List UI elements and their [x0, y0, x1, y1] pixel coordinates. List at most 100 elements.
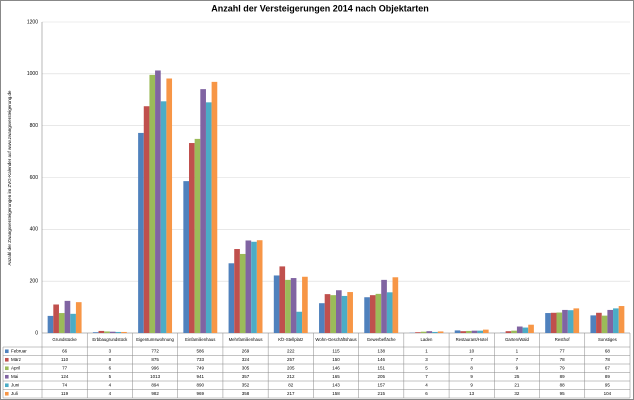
- bar: [92, 332, 99, 333]
- bar: [155, 70, 161, 333]
- bar: [211, 81, 218, 334]
- table-cell: 215: [377, 391, 385, 396]
- table-cell: 733: [197, 357, 205, 362]
- legend-swatch: [5, 357, 9, 362]
- table-cell: 222: [287, 348, 295, 353]
- bar: [545, 313, 551, 333]
- bar: [121, 331, 127, 333]
- table-cell: 124: [61, 374, 69, 379]
- table-cell: 143: [332, 382, 340, 387]
- bar: [228, 263, 235, 333]
- table-cell: 941: [197, 374, 205, 379]
- bar: [256, 240, 263, 333]
- bar: [138, 132, 144, 333]
- y-tick-label: 1200: [27, 19, 38, 25]
- bar: [205, 102, 212, 333]
- table-cell: 79: [560, 365, 566, 370]
- table-cell: 158: [332, 391, 340, 396]
- legend-swatch: [5, 391, 9, 396]
- bar: [200, 89, 206, 333]
- y-tick-label: 800: [30, 123, 39, 129]
- y-axis-label: Anzahl der Zwangsversteigerungen im ZVG-…: [7, 90, 12, 266]
- bar: [234, 249, 240, 333]
- table-cell: 1: [516, 348, 519, 353]
- table-cell: 13: [469, 391, 475, 396]
- bar: [596, 312, 602, 333]
- table-cell: 95: [560, 391, 566, 396]
- table-cell: 875: [151, 357, 159, 362]
- table-cell: 269: [242, 348, 250, 353]
- bar: [562, 309, 568, 333]
- table-cell: 104: [604, 391, 612, 396]
- y-tick-label: 200: [30, 278, 39, 284]
- table-cell: 157: [377, 382, 385, 387]
- bar: [415, 332, 421, 333]
- table-cell: 151: [377, 365, 385, 370]
- bar: [375, 293, 382, 333]
- bar: [143, 106, 150, 334]
- y-tick-label: 600: [30, 175, 39, 181]
- bar: [454, 330, 461, 333]
- table-cell: 89: [605, 374, 611, 379]
- table-cell: 68: [605, 348, 611, 353]
- table-cell: 4: [109, 382, 112, 387]
- bar: [516, 326, 523, 333]
- bar: [381, 279, 387, 333]
- x-tick-label: Garten/Wald: [505, 337, 530, 342]
- table-cell: 4: [109, 391, 112, 396]
- table-cell: 772: [151, 348, 159, 353]
- bar: [64, 300, 71, 333]
- bar: [347, 292, 353, 333]
- table-cell: 212: [287, 374, 295, 379]
- table-cell: 305: [242, 365, 250, 370]
- bar: [511, 330, 517, 333]
- table-cell: 7: [425, 374, 428, 379]
- table-cell: 586: [197, 348, 205, 353]
- table-cell: 982: [151, 391, 159, 396]
- legend-swatch: [5, 374, 9, 379]
- bar: [149, 74, 156, 334]
- bar: [613, 308, 619, 333]
- x-tick-label: Kfz-Stellplatz: [278, 337, 303, 342]
- table-cell: 217: [287, 391, 295, 396]
- bar: [75, 302, 82, 333]
- x-tick-label: Sonstiges: [598, 337, 617, 342]
- table-cell: 9: [470, 382, 473, 387]
- y-tick-label: 0: [35, 330, 38, 336]
- x-tick-label: Laden: [420, 337, 433, 342]
- bar: [618, 306, 625, 333]
- legend-label: Juli: [11, 391, 18, 396]
- table-cell: 10: [469, 348, 475, 353]
- table-cell: 146: [377, 357, 385, 362]
- x-tick-label: Einfamilienhaus: [185, 337, 215, 342]
- bar: [290, 278, 297, 333]
- bar: [341, 295, 348, 333]
- bar: [550, 312, 557, 333]
- x-tick-label: Grundstücke: [52, 337, 77, 342]
- table-cell: 749: [197, 365, 205, 370]
- table-cell: 894: [151, 382, 159, 387]
- bar: [109, 331, 116, 333]
- x-tick-label: Resthof: [555, 337, 571, 342]
- bar: [330, 295, 336, 333]
- bar: [302, 276, 308, 333]
- bar: [53, 304, 59, 333]
- bar: [437, 331, 444, 333]
- table-cell: 205: [377, 374, 385, 379]
- legend-label: Februar: [11, 348, 27, 353]
- table-cell: 25: [514, 374, 520, 379]
- bar: [279, 266, 286, 333]
- legend-swatch: [5, 366, 9, 371]
- table-cell: 5: [109, 374, 112, 379]
- table-cell: 6: [425, 391, 428, 396]
- bar: [522, 327, 529, 333]
- legend-label: März: [11, 357, 22, 362]
- table-cell: 67: [605, 365, 611, 370]
- table-cell: 165: [332, 374, 340, 379]
- bar: [528, 324, 534, 333]
- bar: [567, 310, 574, 333]
- table-cell: 4: [425, 382, 428, 387]
- bar: [590, 315, 597, 333]
- table-cell: 21: [514, 382, 520, 387]
